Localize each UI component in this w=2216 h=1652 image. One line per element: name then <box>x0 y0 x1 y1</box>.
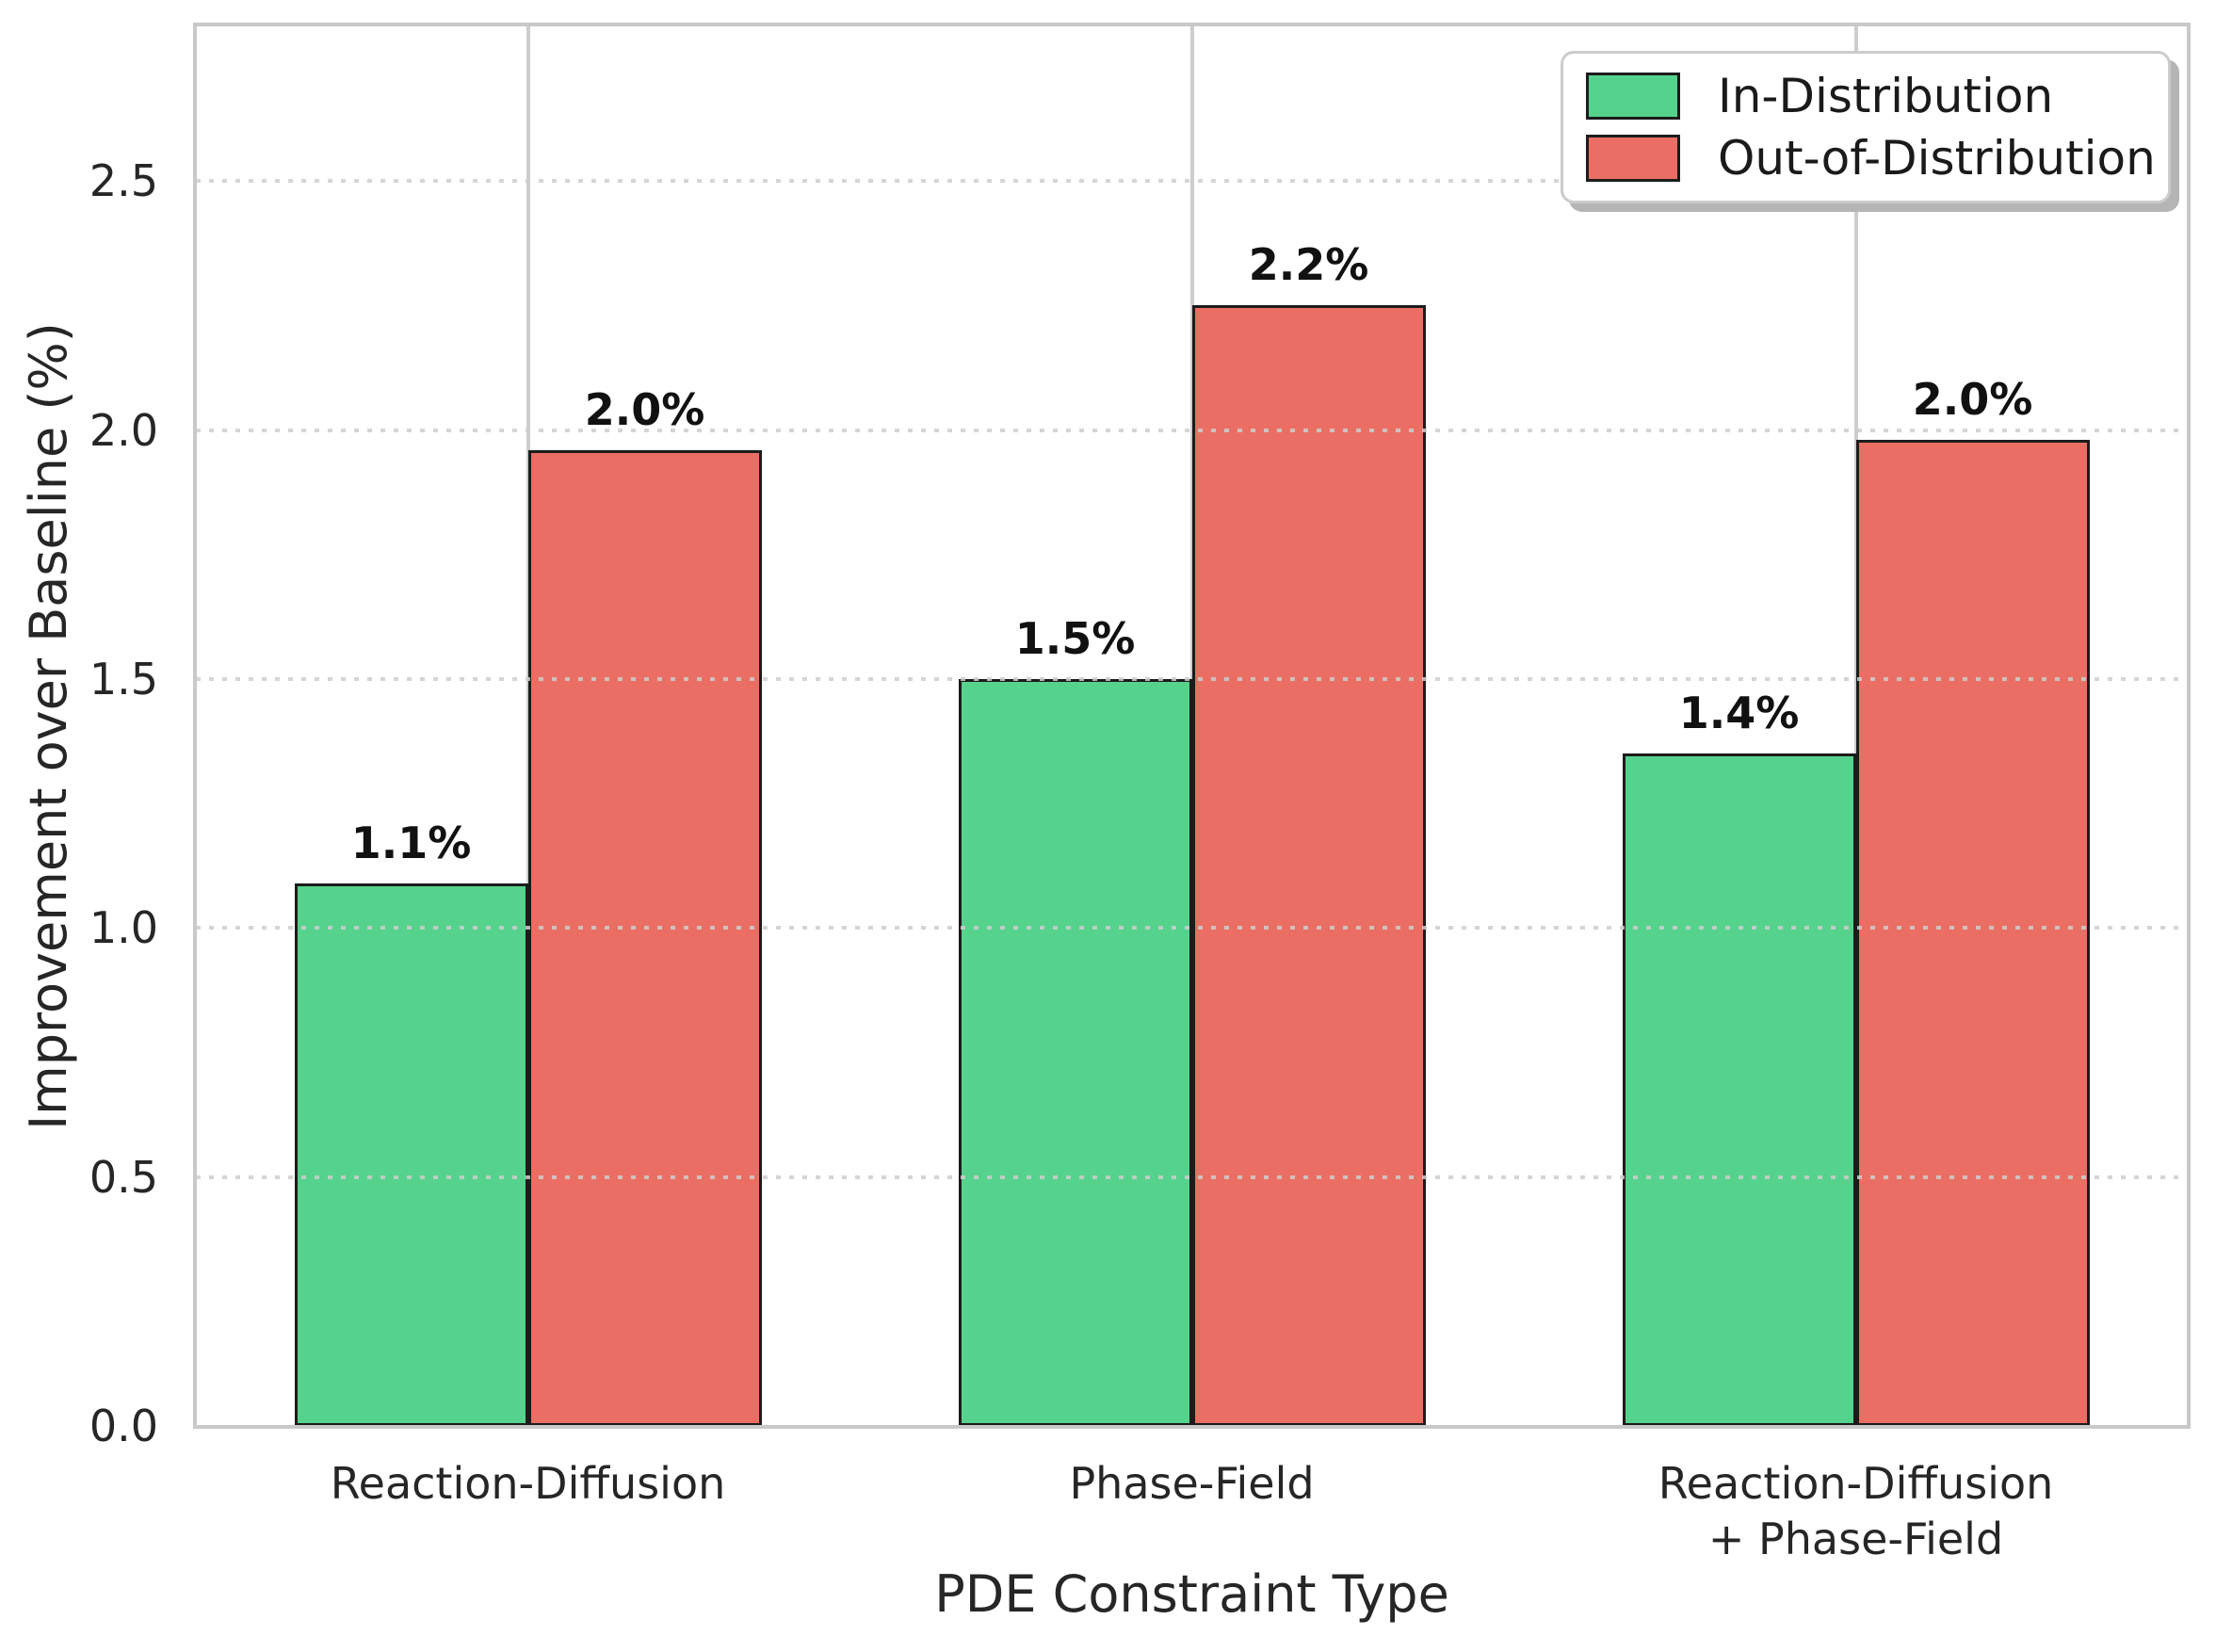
y-tick-label: 2.0 <box>89 404 158 456</box>
bar-value-label: 1.1% <box>350 817 472 868</box>
legend-item-out-of-distribution: Out-of-Distribution <box>1586 135 2156 182</box>
bar-value-label: 2.0% <box>1912 374 2033 426</box>
y-tick-label: 2.5 <box>89 155 158 207</box>
bar-in-distribution-0 <box>294 883 528 1426</box>
y-axis-label: Improvement over Baseline (%) <box>19 321 78 1130</box>
legend-item-in-distribution: In-Distribution <box>1586 73 2145 120</box>
gridline-horizontal <box>196 926 2188 931</box>
bar-value-label: 2.0% <box>584 383 705 435</box>
y-tick-label: 1.0 <box>89 902 158 954</box>
legend-label-in-distribution: In-Distribution <box>1718 69 2054 123</box>
bar-out-of-distribution-1 <box>1191 305 1426 1426</box>
bar-in-distribution-2 <box>1622 753 1856 1426</box>
y-tick-label: 1.5 <box>89 653 158 705</box>
x-tick-label: Reaction-Diffusion <box>330 1458 726 1509</box>
bar-in-distribution-1 <box>958 678 1192 1426</box>
gridline-horizontal <box>196 179 2188 184</box>
gridline-horizontal <box>196 1174 2188 1179</box>
gridline-horizontal <box>196 676 2188 681</box>
bar-value-label: 1.5% <box>1014 612 1136 664</box>
bar-out-of-distribution-2 <box>1855 440 2090 1426</box>
legend-label-out-of-distribution: Out-of-Distribution <box>1718 131 2156 186</box>
bar-value-label: 1.4% <box>1678 688 1800 739</box>
x-tick-label: Reaction-Diffusion + Phase-Field <box>1658 1458 2054 1564</box>
legend-swatch-out-of-distribution <box>1586 135 1680 182</box>
legend: In-Distribution Out-of-Distribution <box>1561 51 2171 203</box>
y-tick-label: 0.0 <box>89 1401 158 1451</box>
y-tick-label: 0.5 <box>89 1151 158 1203</box>
bar-out-of-distribution-0 <box>527 449 762 1426</box>
legend-swatch-in-distribution <box>1586 73 1680 120</box>
bar-value-label: 2.2% <box>1248 239 1369 291</box>
x-axis-label: PDE Constraint Type <box>934 1564 1449 1624</box>
x-tick-label: Phase-Field <box>1069 1458 1315 1509</box>
gridline-horizontal <box>196 428 2188 432</box>
